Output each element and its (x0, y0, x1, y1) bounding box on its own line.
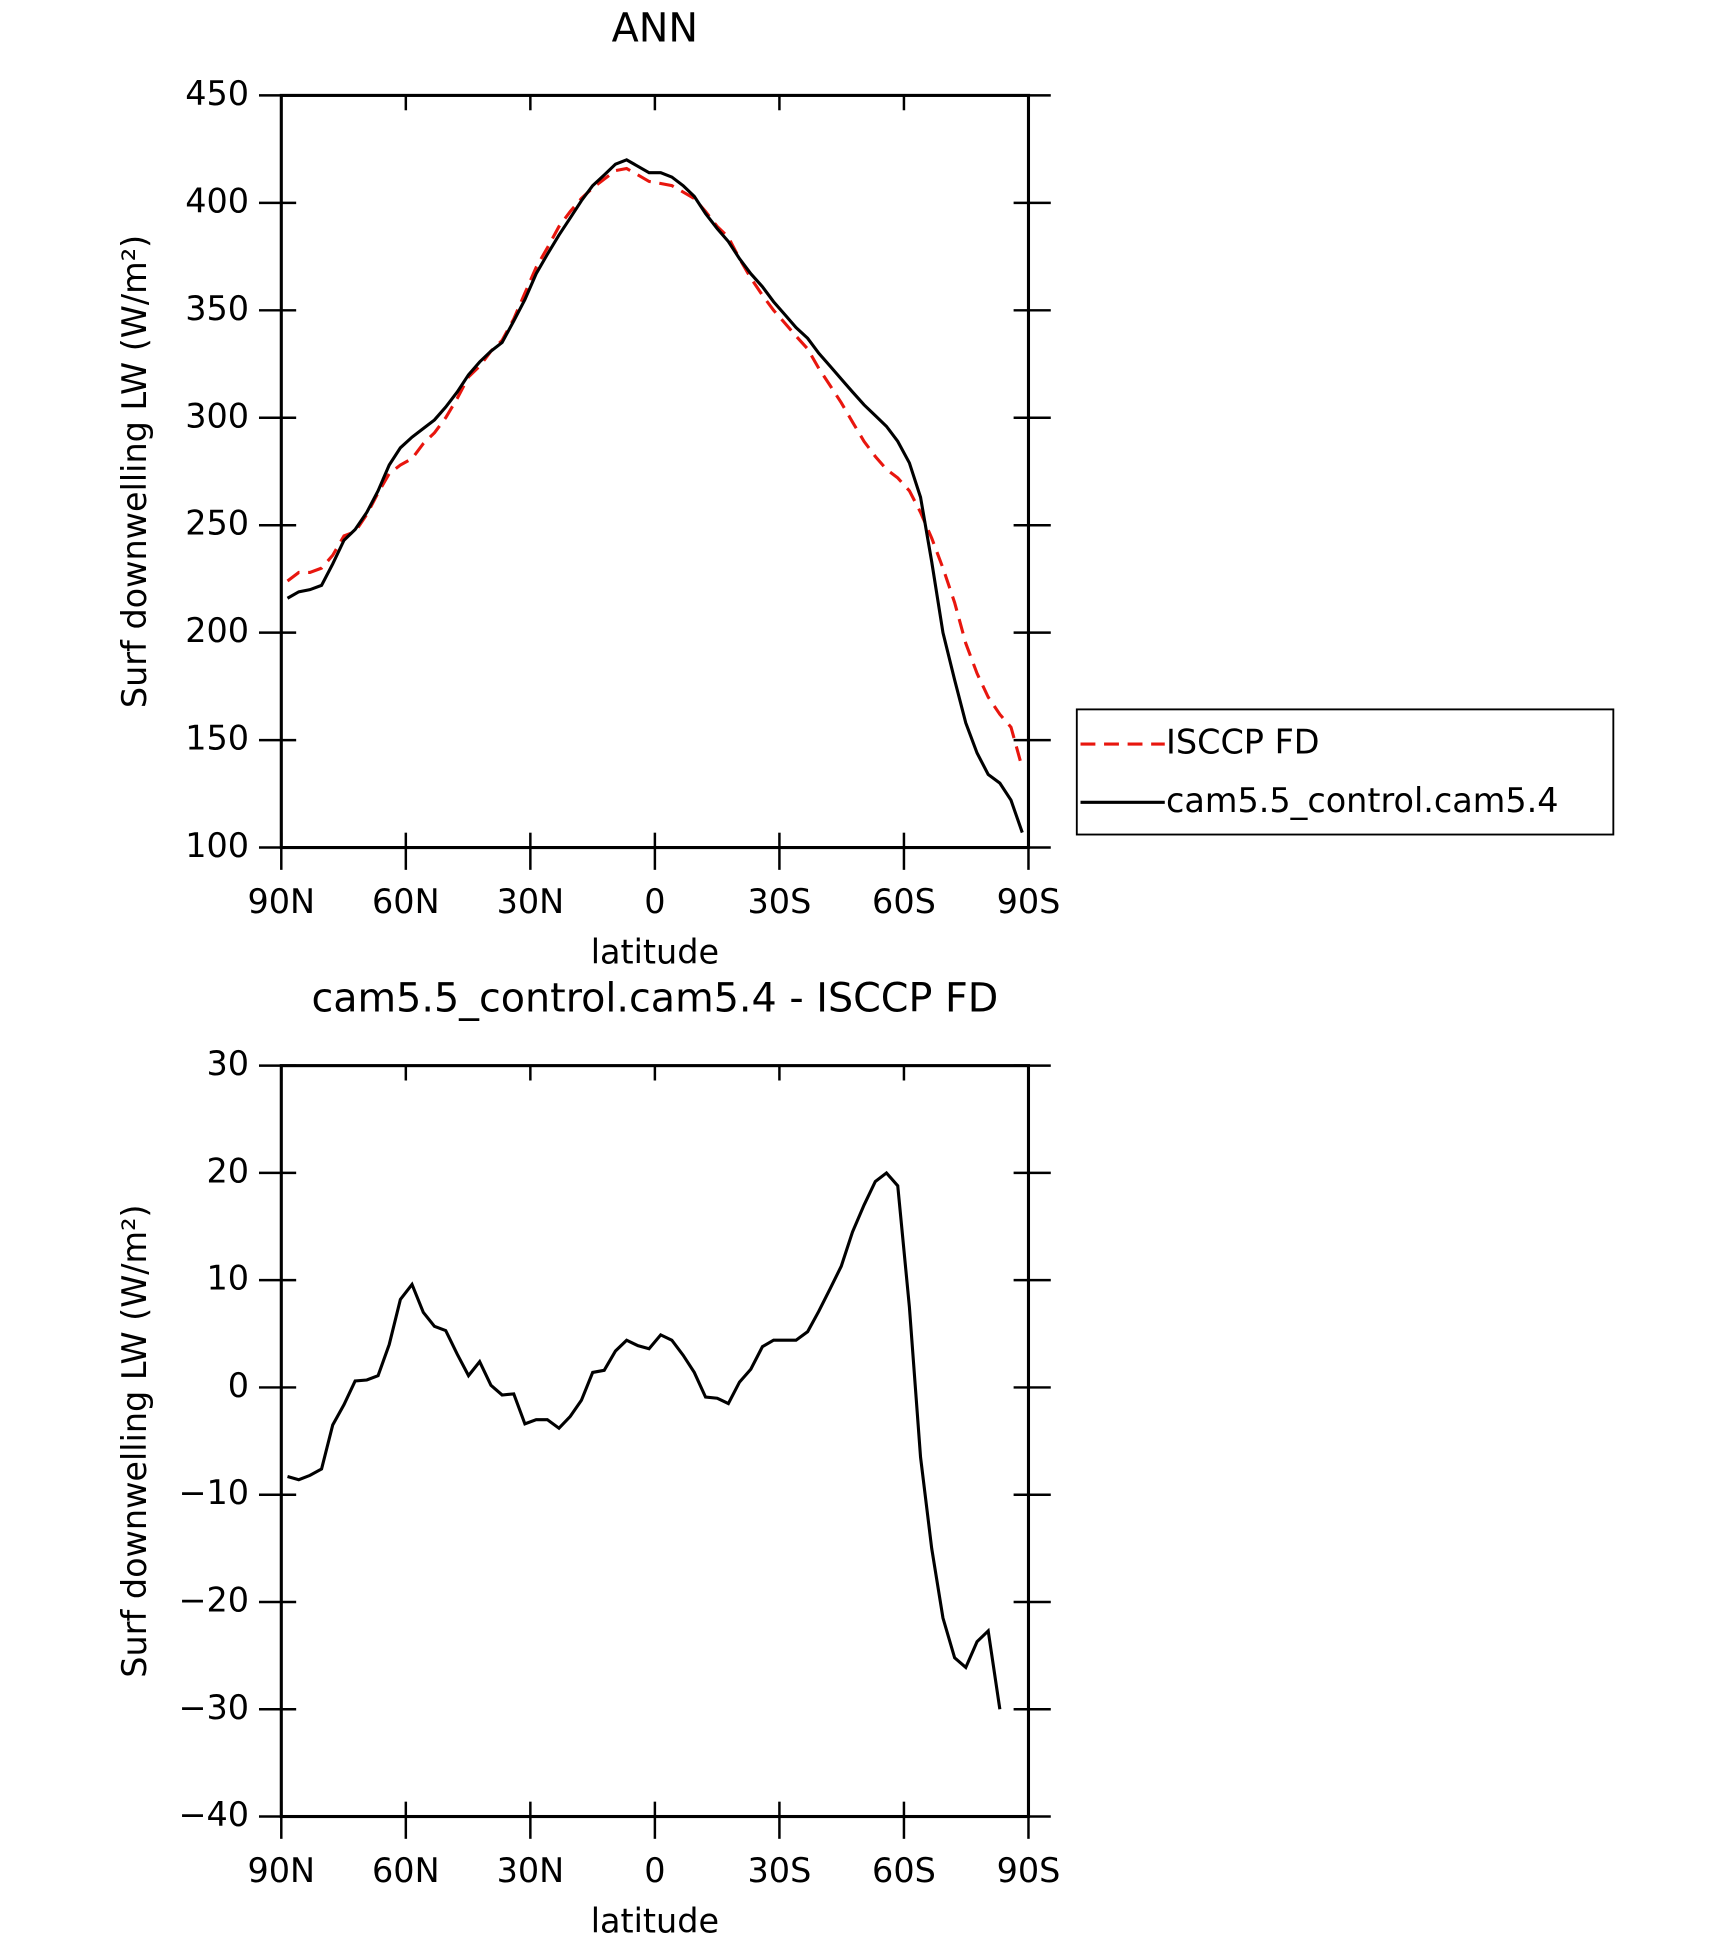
x-tick-label: 30N (497, 1851, 565, 1890)
x-tick-label: 90N (248, 1851, 316, 1890)
y-tick-label: 400 (185, 181, 249, 220)
x-tick-label: 30N (497, 882, 565, 921)
x-axis-label: latitude (591, 1902, 719, 1933)
y-tick-label: −10 (179, 1473, 250, 1512)
y-tick-label: 250 (185, 504, 249, 543)
x-tick-label: 90S (997, 882, 1061, 921)
data-line (287, 1170, 1002, 1710)
y-tick-label: 30 (207, 1044, 250, 1083)
legend-box (1075, 708, 1615, 836)
plot-frame (279, 93, 1031, 850)
x-tick-label: 30S (748, 1851, 812, 1890)
x-tick-label: 0 (644, 882, 665, 921)
y-tick-label: −40 (179, 1795, 250, 1834)
x-tick-label: 60S (872, 1851, 936, 1890)
legend-label: cam5.5_control.cam5.4 (1166, 781, 1559, 820)
plot-frame (279, 1064, 1031, 1819)
y-axis-label: Surf downwelling LW (W/m²) (115, 1204, 154, 1677)
y-tick-label: 150 (185, 719, 249, 758)
x-tick-label: 90N (248, 882, 316, 921)
y-axis-label: Surf downwelling LW (W/m²) (115, 235, 154, 708)
chart-title: cam5.5_control.cam5.4 - ISCCP FD (311, 976, 998, 1022)
data-line (286, 158, 1024, 834)
y-tick-label: 100 (185, 826, 249, 865)
y-tick-label: 10 (207, 1259, 250, 1298)
x-tick-label: 90S (997, 1851, 1061, 1890)
y-tick-label: −20 (179, 1580, 250, 1619)
x-axis-label: latitude (591, 933, 719, 972)
y-tick-label: 350 (185, 289, 249, 328)
y-tick-label: −30 (179, 1688, 250, 1727)
chart-title: ANN (612, 5, 698, 51)
legend-label: ISCCP FD (1166, 723, 1320, 762)
x-tick-label: 30S (748, 882, 812, 921)
x-tick-label: 0 (644, 1851, 665, 1890)
x-tick-label: 60N (372, 882, 440, 921)
y-tick-label: 20 (207, 1151, 250, 1190)
y-tick-label: 200 (185, 611, 249, 650)
data-line (286, 166, 1024, 769)
x-tick-label: 60N (372, 1851, 440, 1890)
y-tick-label: 450 (185, 74, 249, 113)
x-tick-label: 60S (872, 882, 936, 921)
y-tick-label: 0 (228, 1366, 249, 1405)
y-tick-label: 300 (185, 396, 249, 435)
